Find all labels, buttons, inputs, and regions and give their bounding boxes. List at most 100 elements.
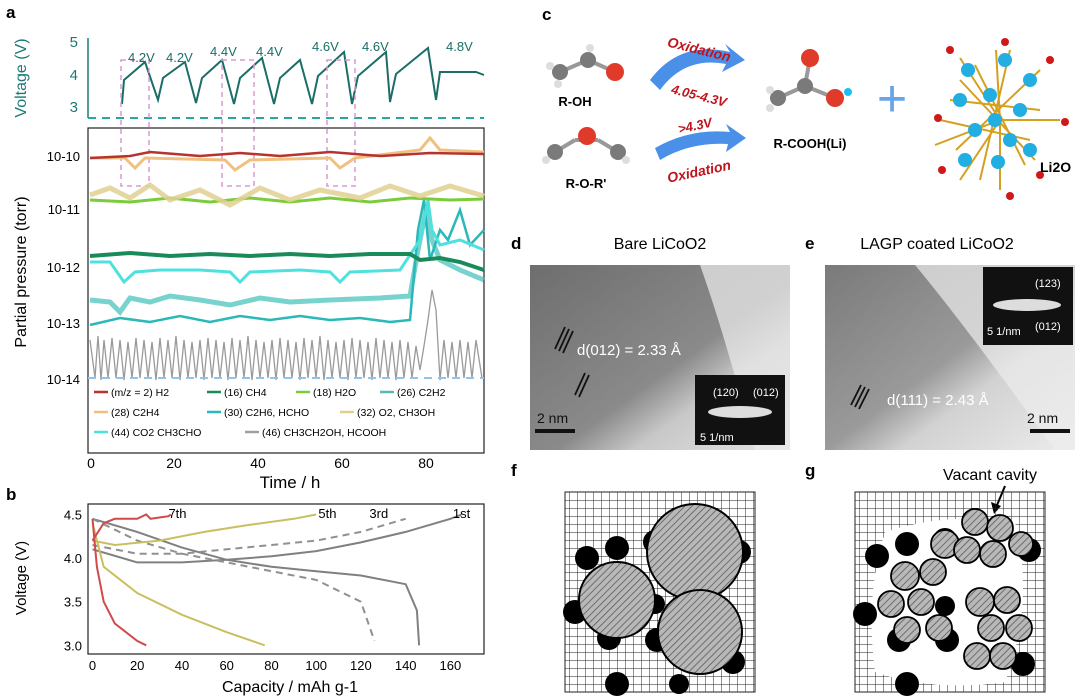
x-tick-60: 60 <box>334 455 350 471</box>
v-label-4: 4.4V <box>256 44 283 59</box>
legend-ch4: (16) CH4 <box>224 387 267 399</box>
panel-d-title: Bare LiCoO2 <box>614 236 707 253</box>
r-oh-molecule <box>546 44 624 88</box>
alcohol-label: R-OH <box>558 94 591 109</box>
lattice-marker-e <box>850 384 870 410</box>
oxidation-arrow-bottom <box>655 124 746 160</box>
panel-d: d Bare LiCoO2 d(012) = 2.33 Å (120) (012… <box>511 234 790 450</box>
panel-e: e LAGP coated LiCoO2 d(111) = 2.43 Å (12… <box>805 234 1075 450</box>
p-tick-1: 10-10 <box>47 149 80 164</box>
saed-beamstop-e <box>993 299 1061 311</box>
panel-c: c R-OH R-O-R' Oxidation 4.05-4.3V >4.3V … <box>542 5 1071 200</box>
legend-h2o: (18) H2O <box>313 387 356 399</box>
panel-letter-e: e <box>805 234 814 253</box>
trace-32 <box>89 181 485 208</box>
v-label-3: 4.4V <box>210 44 237 59</box>
pressure-plot: Partial pressure (torr) 10-10 10-11 10-1… <box>13 127 485 490</box>
panel-letter-a: a <box>6 3 16 22</box>
panel-letter-c: c <box>542 5 551 24</box>
ether-molecule <box>542 127 630 164</box>
panel-letter-d: d <box>511 234 521 253</box>
chart-b-xtick-60: 60 <box>219 658 233 673</box>
r-cooh-molecule <box>766 49 852 112</box>
panel-f: f <box>511 461 756 696</box>
panel-a: a 5 4 3 Voltage (V) 4.2V 4.2V 4.4V 4.4V … <box>6 3 485 490</box>
saed-e-label-a: (123) <box>1035 278 1061 290</box>
series-3rd-charge <box>92 517 406 555</box>
trace-2 <box>89 150 485 160</box>
saed-e-label-b: (012) <box>1035 321 1061 333</box>
series-1st-discharge <box>92 517 421 646</box>
pressure-xlabel: Time / h <box>260 473 321 490</box>
legend-co2: (44) CO2 CH3CHO <box>111 427 201 439</box>
legend-c2h2: (26) C2H2 <box>397 387 446 399</box>
saed-d-scale: 5 1/nm <box>700 432 734 444</box>
chart-b-ytick-3.0: 3.0 <box>64 638 82 653</box>
d-spacing-label-e: d(111) = 2.43 Å <box>887 392 989 409</box>
pressure-frame <box>87 127 485 454</box>
panel-b-chart: b Voltage (V) Capacity / mAh g-1 0 20 40 60… <box>6 485 485 696</box>
scale-label-d: 2 nm <box>537 410 568 426</box>
acid-label: R-COOH(Li) <box>774 136 847 151</box>
trace-28 <box>90 135 485 172</box>
chart-b-frame <box>87 503 485 655</box>
saed-d-label-a: (120) <box>713 387 739 399</box>
oxidation-arrow-top <box>650 44 745 90</box>
p-tick-4: 10-13 <box>47 316 80 331</box>
v-label-5: 4.6V <box>312 39 339 54</box>
v-tick-5: 5 <box>70 34 78 51</box>
black-particles-g <box>853 528 1041 696</box>
li2o-label: Li2O <box>1040 159 1071 175</box>
legend-c2h4: (28) C2H4 <box>111 407 160 419</box>
series-7th-charge <box>91 513 172 542</box>
chart-b-xlabel: Capacity / mAh g-1 <box>222 679 358 696</box>
chart-b-series-group <box>91 513 462 647</box>
x-tick-20: 20 <box>166 455 182 471</box>
legend-o2: (32) O2, CH3OH <box>357 407 435 419</box>
chart-b-tick-group: 0 20 40 60 80 100 120 140 160 4.5 4.0 3.5 3.0 <box>64 508 461 674</box>
chart-b-xtick-40: 40 <box>175 658 189 673</box>
large-particles-f <box>578 503 744 675</box>
oxidation-label-bottom: Oxidation <box>666 157 732 186</box>
chart-b-label-3rd: 3rd <box>369 506 388 521</box>
chart-b-series-labels: 7th 5th 3rd 1st <box>168 506 470 521</box>
v-label-2: 4.2V <box>166 50 193 65</box>
p-tick-3: 10-12 <box>47 260 80 275</box>
panel-letter-f: f <box>511 461 517 480</box>
highlight-box-3 <box>326 59 356 187</box>
trace-30 <box>89 199 485 327</box>
chart-b-xtick-160: 160 <box>440 658 462 673</box>
chart-b-xtick-80: 80 <box>264 658 278 673</box>
panel-letter-g: g <box>805 461 815 480</box>
scale-bar-e <box>1030 429 1070 433</box>
chart-b-xtick-140: 140 <box>395 658 417 673</box>
panel-g: g Vacant cavity <box>805 461 1046 696</box>
trace-44 <box>90 199 485 285</box>
chart-b-ytick-4.0: 4.0 <box>64 551 82 566</box>
series-1st-charge <box>92 513 462 564</box>
chart-b-xtick-100: 100 <box>305 658 327 673</box>
voltage-ylabel: Voltage (V) <box>13 38 30 117</box>
series-5th-discharge <box>91 522 266 647</box>
x-tick-80: 80 <box>418 455 434 471</box>
lattice-marker-d <box>554 326 590 398</box>
v-label-6: 4.6V <box>362 39 389 54</box>
v-label-7: 4.8V <box>446 39 473 54</box>
legend-c2h6: (30) C2H6, HCHO <box>224 407 309 419</box>
saed-e-scale: 5 1/nm <box>987 326 1021 338</box>
range-label-top: 4.05-4.3V <box>669 81 730 110</box>
chart-b-ylabel: Voltage (V) <box>13 541 30 615</box>
panel-e-title: LAGP coated LiCoO2 <box>860 236 1014 253</box>
series-5th-charge <box>92 513 317 547</box>
v-tick-3: 3 <box>70 99 78 116</box>
chart-b-xtick-20: 20 <box>130 658 144 673</box>
p-tick-2: 10-11 <box>48 202 80 217</box>
chart-b-ytick-3.5: 3.5 <box>64 595 82 610</box>
highlight-box-1 <box>120 59 150 187</box>
d-spacing-label-d: d(012) = 2.33 Å <box>577 342 681 359</box>
saed-d-label-b: (012) <box>753 387 779 399</box>
x-tick-40: 40 <box>250 455 266 471</box>
pressure-ylabel: Partial pressure (torr) <box>13 196 30 347</box>
series-7th-discharge <box>91 518 147 647</box>
pressure-legend: (m/z = 2) H2 (16) CH4 (18) H2O (26) C2H2… <box>94 387 446 439</box>
